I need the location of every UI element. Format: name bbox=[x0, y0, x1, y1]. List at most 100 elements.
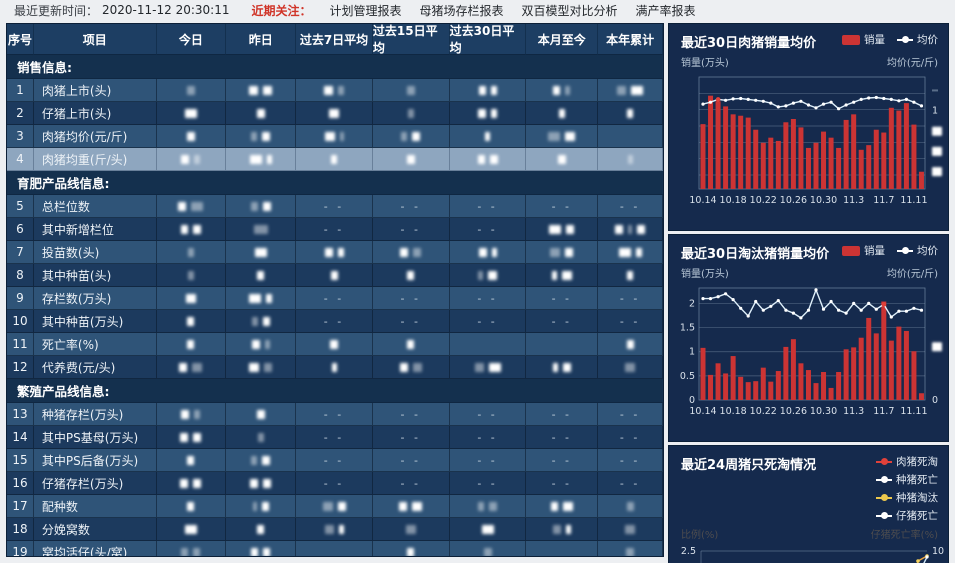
table-row[interactable]: 12 代养费(元/头) bbox=[7, 356, 663, 379]
table-row[interactable]: 11 死亡率(%) bbox=[7, 333, 663, 356]
table-row[interactable]: 4 肉猪均重(斤/头) bbox=[7, 148, 663, 171]
table-row[interactable]: 14 其中PS基母(万头) - - - - - - - - - - bbox=[7, 426, 663, 449]
link-plan-report[interactable]: 计划管理报表 bbox=[329, 3, 402, 18]
redacted-value bbox=[324, 131, 335, 141]
table-row[interactable]: 15 其中PS后备(万头) - - - - - - - - - - bbox=[7, 449, 663, 472]
value-cell bbox=[156, 495, 227, 518]
redacted-value bbox=[178, 201, 187, 211]
value-cell: - - bbox=[449, 403, 527, 426]
redacted-value bbox=[562, 501, 573, 511]
table-row[interactable]: 3 肉猪均价(元/斤) bbox=[7, 125, 663, 148]
link-model-compare[interactable]: 双百模型对比分析 bbox=[521, 3, 618, 18]
legend-item[interactable]: 销量 bbox=[842, 32, 885, 47]
redacted-value bbox=[324, 524, 334, 534]
legend-label: 均价 bbox=[917, 34, 938, 46]
row-number: 10 bbox=[7, 310, 34, 333]
redacted-value bbox=[179, 362, 188, 372]
link-full-capacity-report[interactable]: 满产率报表 bbox=[635, 3, 696, 18]
value-cell: - - bbox=[372, 403, 450, 426]
table-row[interactable]: 9 存栏数(万头) - - - - - - - - - - bbox=[7, 287, 663, 310]
table-row[interactable]: 2 仔猪上市(头) bbox=[7, 102, 663, 125]
svg-text:10.14: 10.14 bbox=[689, 195, 716, 206]
row-number: 9 bbox=[7, 287, 34, 310]
value-cell bbox=[156, 125, 227, 148]
legend-item[interactable]: 均价 bbox=[897, 32, 938, 47]
value-cell bbox=[526, 356, 599, 379]
table-row[interactable]: 8 其中种苗(头) bbox=[7, 264, 663, 287]
redacted-value bbox=[626, 547, 635, 556]
value-cell bbox=[296, 79, 373, 102]
redacted-value bbox=[491, 108, 498, 118]
table-row[interactable]: 17 配种数 bbox=[7, 495, 663, 518]
chart-svg-pig-sales: 10.14 10.18 10.22 10.26 10.30 11.3 11.7 11.11 1 bbox=[689, 76, 942, 206]
redacted-value bbox=[266, 154, 272, 164]
redacted-value bbox=[249, 85, 259, 95]
redacted-value bbox=[478, 270, 484, 280]
link-sow-farm-report[interactable]: 母猪场存栏报表 bbox=[419, 3, 504, 18]
legend-line-swatch bbox=[897, 36, 913, 43]
table-row[interactable]: 6 其中新增栏位 - - - - - - bbox=[7, 218, 663, 241]
legend-item[interactable]: 均价 bbox=[897, 243, 938, 258]
table-row[interactable]: 1 肉猪上市(头) bbox=[7, 79, 663, 102]
redacted-value bbox=[250, 478, 259, 488]
legend-line-swatch bbox=[876, 458, 892, 465]
table-row[interactable]: 5 总栏位数 - - - - - - - - - - bbox=[7, 195, 663, 218]
header-cell: 本月至今 bbox=[526, 24, 599, 55]
table-row[interactable]: 10 其中种苗(万头) - - - - - - - - - - bbox=[7, 310, 663, 333]
redacted-value bbox=[337, 247, 344, 257]
redacted-value bbox=[488, 270, 498, 280]
value-cell bbox=[372, 264, 450, 287]
value-cell bbox=[598, 495, 663, 518]
row-label: 配种数 bbox=[33, 495, 157, 518]
redacted-value bbox=[187, 247, 194, 257]
no-data-dash: - - bbox=[619, 476, 641, 490]
value-cell bbox=[226, 79, 297, 102]
table-row[interactable]: 16 仔猪存栏(万头) - - - - - - - - - - bbox=[7, 472, 663, 495]
left-axis-label: 比例(%) bbox=[681, 530, 719, 541]
value-cell: - - bbox=[372, 472, 450, 495]
legend-item[interactable]: 种猪淘汰 bbox=[876, 490, 938, 505]
no-data-dash: - - bbox=[323, 407, 345, 421]
row-label: 分娩窝数 bbox=[33, 518, 157, 541]
redacted-value bbox=[550, 501, 558, 511]
value-cell bbox=[226, 333, 297, 356]
legend-item[interactable]: 仔猪死亡 bbox=[876, 508, 938, 523]
legend-item[interactable]: 销量 bbox=[842, 243, 885, 258]
legend-dot bbox=[880, 476, 888, 483]
value-cell bbox=[156, 195, 227, 218]
redacted-value bbox=[257, 270, 265, 280]
svg-text:11.11: 11.11 bbox=[900, 195, 927, 206]
table-row[interactable]: 19 窝均活仔(头/窝) bbox=[7, 541, 663, 556]
svg-text:10.26: 10.26 bbox=[780, 406, 807, 417]
value-cell: - - bbox=[372, 218, 450, 241]
section-row: 繁殖产品线信息: bbox=[7, 379, 663, 403]
redacted-value bbox=[625, 524, 636, 534]
svg-text:11.7: 11.7 bbox=[873, 195, 894, 206]
value-cell: - - bbox=[296, 449, 373, 472]
no-data-dash: - - bbox=[323, 476, 345, 490]
legend-item[interactable]: 肉猪死淘 bbox=[876, 454, 938, 469]
value-cell bbox=[156, 310, 227, 333]
value-cell bbox=[156, 403, 227, 426]
table-row[interactable]: 13 种猪存栏(万头) - - - - - - - - - - bbox=[7, 403, 663, 426]
table-row[interactable]: 18 分娩窝数 bbox=[7, 518, 663, 541]
row-label: 其中种苗(万头) bbox=[33, 310, 157, 333]
value-cell: - - bbox=[598, 426, 663, 449]
redacted-value bbox=[324, 247, 333, 257]
redacted-value bbox=[618, 247, 631, 257]
redacted-value bbox=[338, 85, 344, 95]
no-data-dash: - - bbox=[619, 314, 641, 328]
redacted-value bbox=[251, 316, 258, 326]
row-label: 肉猪均价(元/斤) bbox=[33, 125, 157, 148]
report-table: 序号 项目 今日 昨日 过去7日平均 过去15日平均 过去30日平均 本月至今 本年累计 销售信息… bbox=[6, 23, 664, 557]
redacted-value bbox=[553, 85, 561, 95]
redacted-value bbox=[329, 108, 339, 118]
header-cell: 本年累计 bbox=[598, 24, 663, 55]
no-data-dash: - - bbox=[400, 222, 421, 236]
value-cell bbox=[373, 541, 450, 556]
row-number: 3 bbox=[7, 125, 34, 148]
header-cell: 过去7日平均 bbox=[296, 24, 373, 55]
redacted-value bbox=[549, 224, 562, 234]
legend-item[interactable]: 种猪死亡 bbox=[876, 472, 938, 487]
table-row[interactable]: 7 投苗数(头) bbox=[7, 241, 663, 264]
